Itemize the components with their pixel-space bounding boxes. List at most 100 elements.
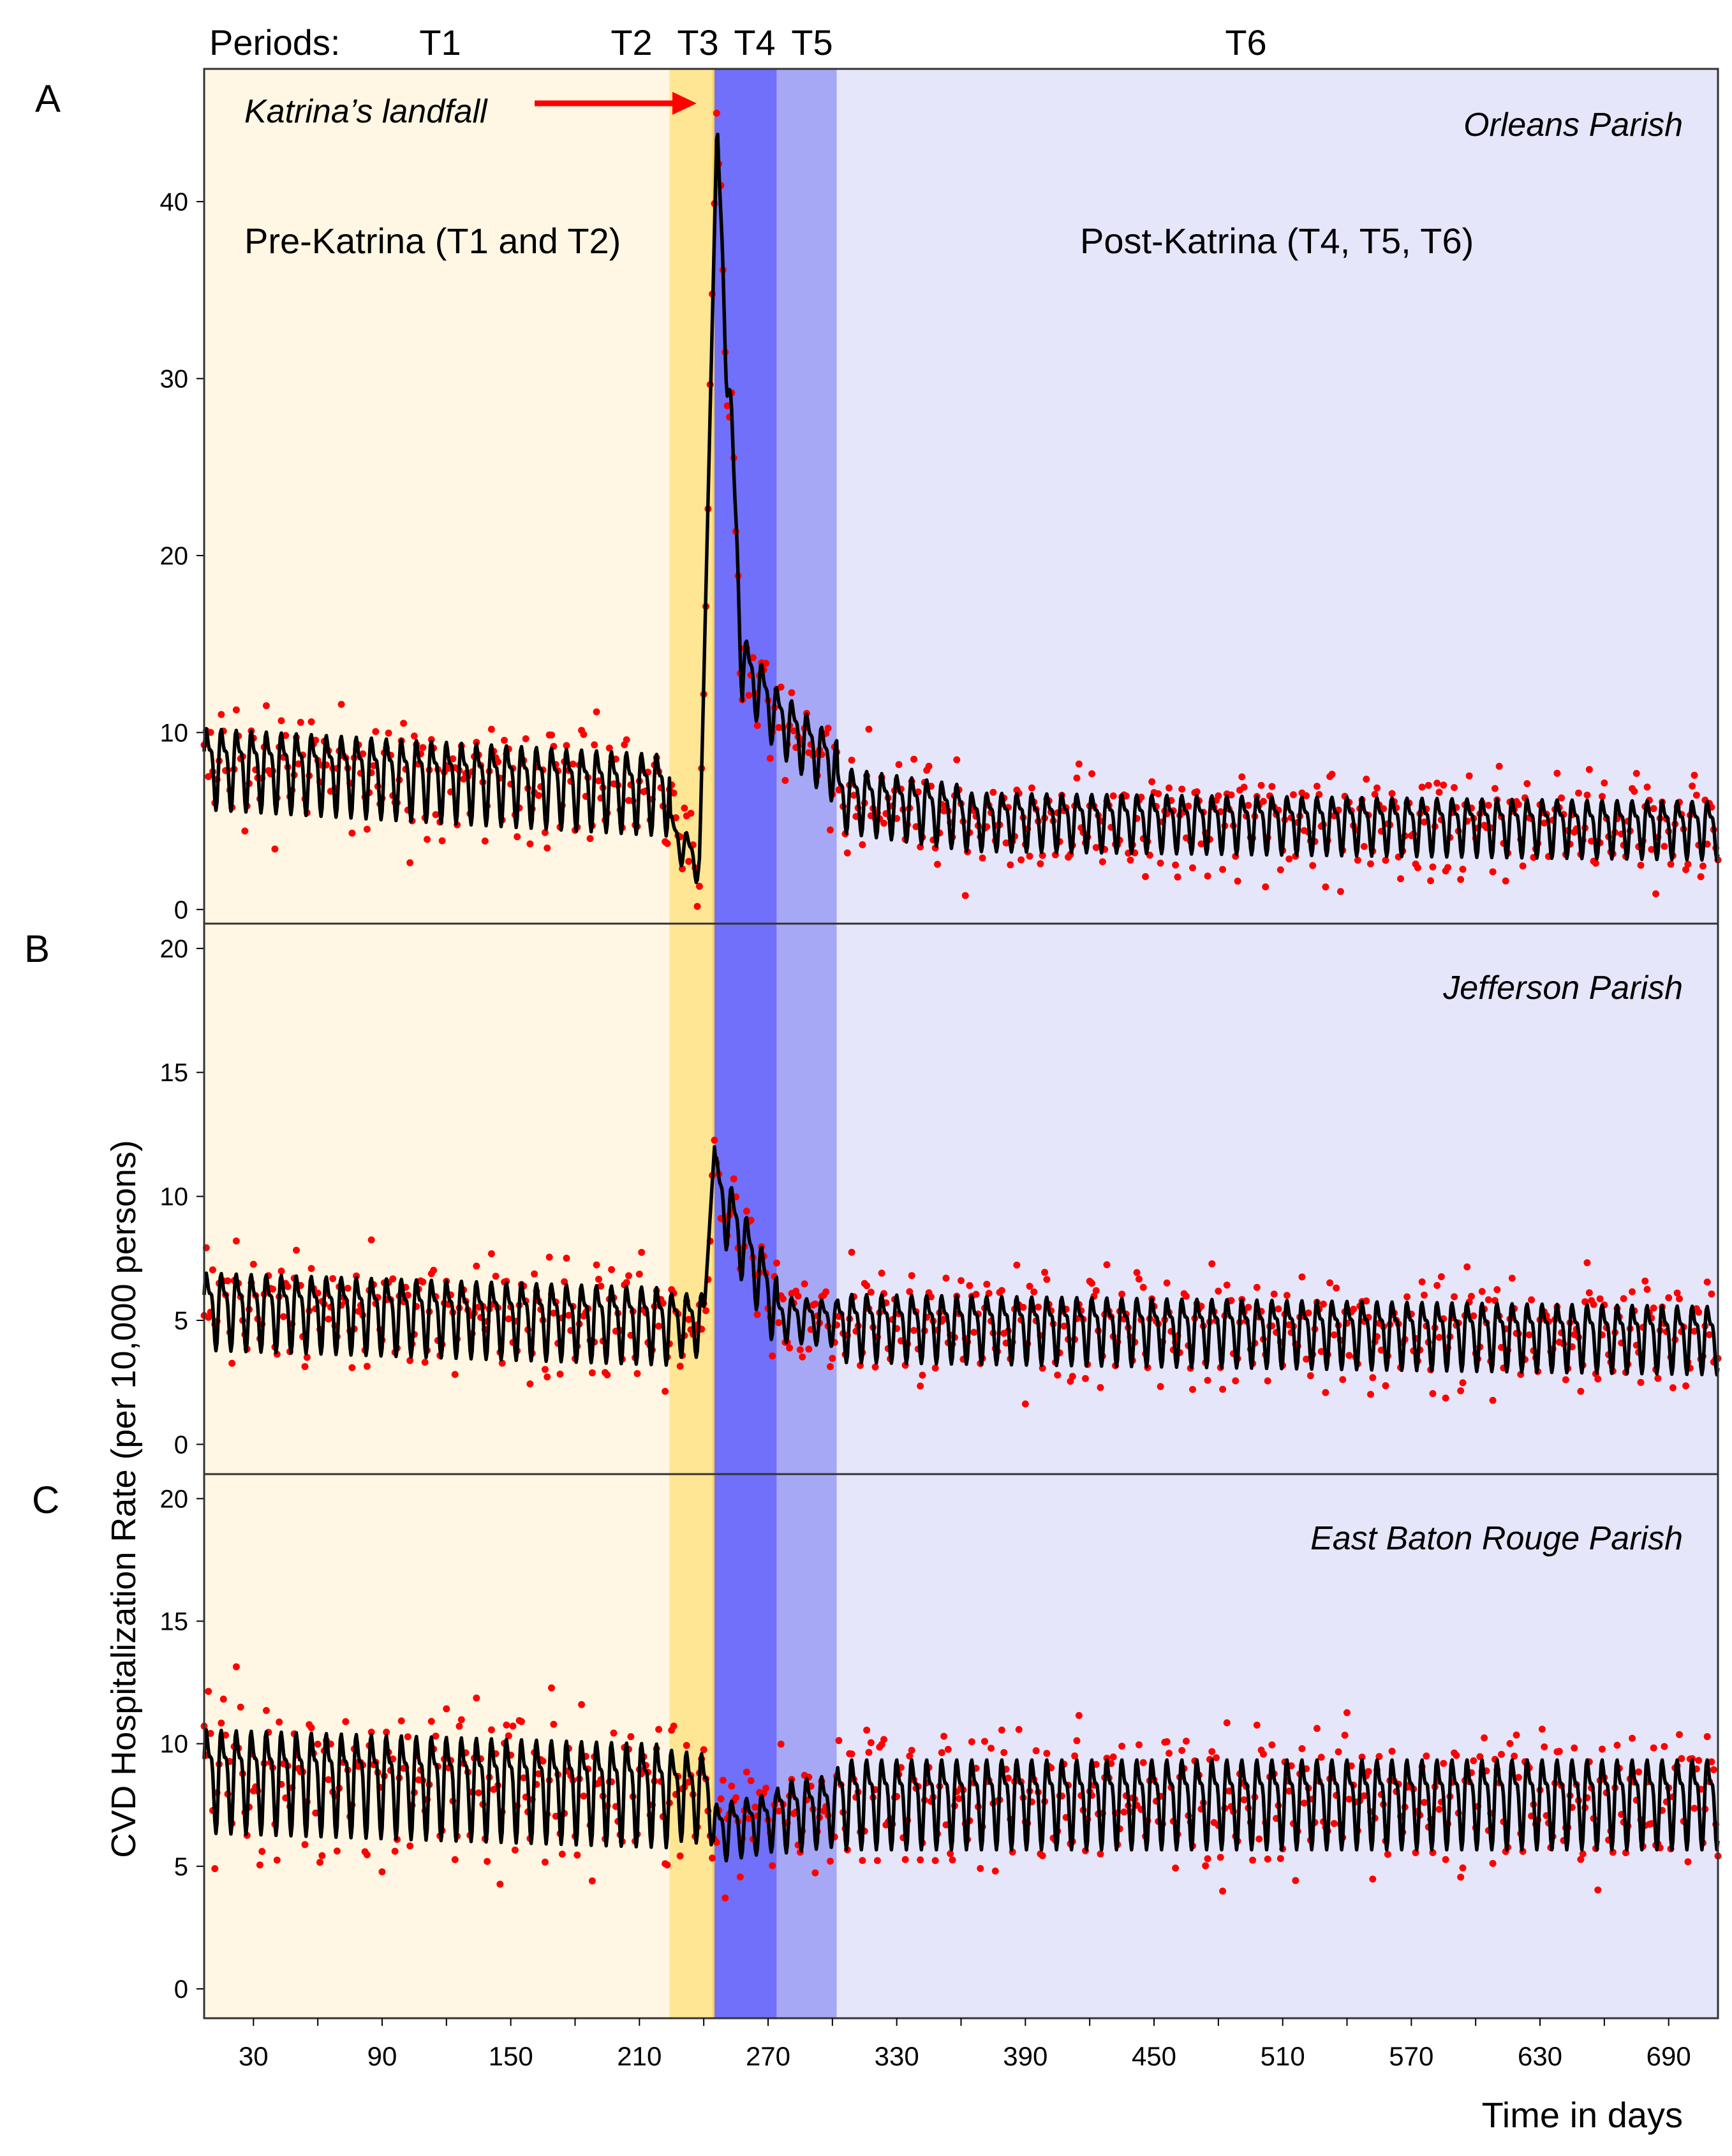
data-point xyxy=(1285,855,1293,863)
panel-east-baton-rouge: 0 5 10 15 20 East Baton Rouge Parish xyxy=(160,1473,1722,2019)
data-point xyxy=(1219,866,1227,873)
data-point xyxy=(511,1846,519,1854)
data-point xyxy=(494,758,501,765)
data-point xyxy=(1270,1290,1278,1298)
data-point xyxy=(588,1369,596,1377)
data-point xyxy=(1498,1750,1506,1758)
landfall-label: Katrina’s landfall xyxy=(244,93,488,130)
data-point xyxy=(1135,1741,1143,1748)
data-point xyxy=(1303,1355,1310,1363)
data-point xyxy=(1708,1290,1715,1298)
data-point xyxy=(526,840,534,848)
data-point xyxy=(659,1299,667,1307)
data-point xyxy=(1320,1300,1328,1308)
period-label-t5: T5 xyxy=(791,22,833,63)
data-point xyxy=(1238,773,1246,781)
data-point xyxy=(1350,1305,1358,1313)
data-point xyxy=(279,1313,287,1320)
period-band-t6 xyxy=(836,924,1718,1474)
data-point xyxy=(410,732,418,740)
data-point xyxy=(449,755,457,763)
data-point xyxy=(1502,877,1509,885)
data-point xyxy=(1109,792,1117,800)
y-tick-label: 10 xyxy=(160,1731,189,1759)
data-point xyxy=(400,720,408,727)
data-point xyxy=(1388,1747,1396,1755)
x-tick-label: 90 xyxy=(367,2041,397,2071)
data-point xyxy=(1652,890,1660,897)
data-point xyxy=(663,1861,671,1869)
data-point xyxy=(1421,818,1428,826)
data-point xyxy=(404,1733,411,1741)
data-point xyxy=(301,1362,309,1370)
data-point xyxy=(1562,1376,1569,1384)
data-point xyxy=(451,1856,459,1863)
data-point xyxy=(859,841,866,848)
data-point xyxy=(1118,1743,1126,1750)
fitted-line xyxy=(202,132,1720,885)
data-point xyxy=(1028,784,1035,792)
data-point xyxy=(775,1807,783,1815)
data-point xyxy=(271,845,279,853)
data-point xyxy=(1661,843,1668,850)
data-point xyxy=(1305,1309,1312,1317)
data-point xyxy=(627,1733,635,1741)
data-point xyxy=(1459,1864,1467,1872)
data-point xyxy=(438,837,446,845)
data-point xyxy=(623,1279,630,1287)
data-point xyxy=(432,1732,440,1740)
data-point xyxy=(1292,1877,1299,1884)
data-point xyxy=(1369,1875,1377,1883)
data-point xyxy=(608,1266,616,1273)
data-point xyxy=(1699,862,1706,870)
data-point xyxy=(953,756,961,764)
period-label-t4: T4 xyxy=(734,22,775,63)
data-point xyxy=(406,859,414,867)
data-point xyxy=(1667,860,1675,868)
data-point xyxy=(312,1809,320,1817)
data-point xyxy=(1371,790,1379,798)
period-band-t3 xyxy=(712,1474,714,2018)
data-point xyxy=(1109,1753,1117,1761)
data-point xyxy=(1435,1805,1443,1813)
panel-letter-b: B xyxy=(24,927,50,970)
data-point xyxy=(205,772,212,780)
data-point xyxy=(1172,861,1180,869)
data-point xyxy=(1643,1285,1651,1293)
data-point xyxy=(1157,1383,1164,1391)
data-point xyxy=(372,728,380,735)
data-point xyxy=(224,1277,232,1285)
data-point xyxy=(241,827,249,835)
data-point xyxy=(1255,1835,1263,1843)
data-point xyxy=(1433,779,1441,787)
data-point xyxy=(325,1315,332,1323)
data-point xyxy=(427,1718,435,1725)
data-point xyxy=(1259,1750,1267,1758)
data-point xyxy=(282,732,290,739)
data-point xyxy=(1032,1747,1040,1755)
data-point xyxy=(1558,794,1565,802)
data-point xyxy=(1421,1799,1428,1806)
data-point xyxy=(1202,1862,1210,1870)
data-point xyxy=(769,1352,776,1360)
data-point xyxy=(919,1371,926,1379)
period-band-t6 xyxy=(836,1474,1718,2018)
data-point xyxy=(1594,1375,1602,1383)
data-point xyxy=(685,1315,693,1323)
data-point xyxy=(1264,1856,1271,1863)
data-point xyxy=(544,1373,551,1381)
data-point xyxy=(1459,1379,1467,1387)
data-point xyxy=(1583,791,1591,799)
data-point xyxy=(683,1741,690,1749)
data-point xyxy=(430,1266,438,1274)
data-point xyxy=(610,1729,618,1737)
data-point xyxy=(1489,868,1497,876)
data-point xyxy=(1309,862,1317,869)
pre-katrina-label: Pre-Katrina (T1 and T2) xyxy=(244,221,621,261)
data-point xyxy=(1440,1759,1447,1767)
data-point xyxy=(769,1862,776,1870)
data-point xyxy=(681,804,688,812)
data-point xyxy=(1122,792,1130,800)
data-point xyxy=(1453,1752,1460,1759)
data-point xyxy=(1703,1278,1711,1286)
